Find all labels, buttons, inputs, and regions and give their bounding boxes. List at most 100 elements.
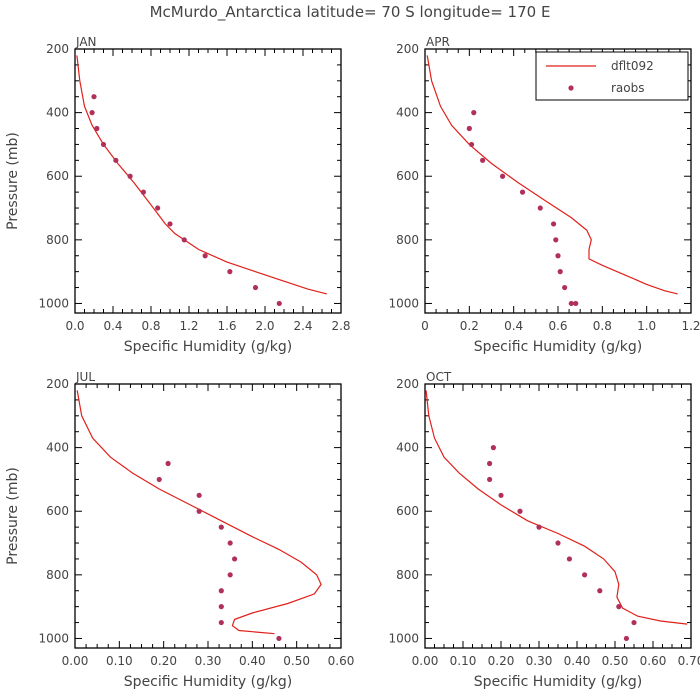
x-tick-label: 0.4 — [103, 319, 122, 333]
y-tick-label: 800 — [396, 233, 419, 247]
chart-panel-jan: JAN 0.0 0.4 0.8 1.2 1.6 2.0 2.4 2.8 200 400 600 800 1… — [5, 35, 351, 355]
data-point-raobs — [100, 141, 107, 148]
data-point-raobs — [218, 619, 224, 626]
series-line-dflt092 — [426, 55, 678, 295]
x-tick-label: 0.30 — [526, 654, 553, 668]
y-tick-label: 400 — [46, 106, 69, 120]
data-point-raobs — [202, 253, 208, 259]
x-tick-label: 0.10 — [106, 654, 133, 668]
x-tick-label: 0.00 — [412, 654, 439, 668]
y-tick-label: 200 — [396, 377, 419, 391]
data-point-raobs — [468, 141, 475, 148]
x-axis-title: Specific Humidity (g/kg) — [474, 339, 642, 355]
data-point-raobs — [557, 269, 563, 275]
data-point-raobs — [113, 157, 119, 163]
data-point-raobs — [499, 173, 506, 179]
data-point-raobs — [631, 619, 637, 626]
data-point-raobs — [536, 524, 542, 530]
data-point-raobs — [232, 556, 238, 562]
y-tick-label: 200 — [46, 42, 69, 56]
plot-frame — [74, 48, 342, 314]
y-tick-label: 800 — [46, 568, 69, 582]
y-tick-label: 800 — [396, 568, 419, 582]
panel-label: JAN — [75, 35, 97, 49]
data-point-raobs — [537, 205, 543, 211]
series-line-dflt092 — [76, 390, 322, 635]
data-point-raobs — [480, 157, 486, 163]
data-point-raobs — [550, 221, 557, 227]
data-point-raobs — [91, 94, 97, 100]
y-tick-label: 600 — [396, 504, 419, 518]
x-tick-label: 1.6 — [217, 319, 236, 333]
y-tick-label: 400 — [396, 441, 419, 455]
y-tick-label: 400 — [396, 106, 419, 120]
y-tick-label: 600 — [46, 169, 69, 183]
data-point-raobs — [155, 205, 161, 211]
data-point-raobs — [165, 460, 171, 467]
data-point-raobs — [555, 253, 561, 259]
y-axis-title: Pressure (mb) — [5, 467, 21, 565]
x-tick-label: 0.8 — [593, 319, 612, 333]
x-tick-label: 0 — [421, 319, 429, 333]
y-tick-label: 1000 — [38, 631, 69, 645]
x-tick-label: 0.60 — [640, 654, 667, 668]
x-tick-label: 1.2 — [179, 319, 198, 333]
x-tick-label: 0.20 — [488, 654, 515, 668]
x-axis-title: Specific Humidity (g/kg) — [124, 674, 292, 690]
y-tick-label: 600 — [46, 504, 69, 518]
data-point-raobs — [127, 173, 133, 179]
y-tick-label: 800 — [46, 233, 69, 247]
series-line-dflt092 — [425, 390, 688, 625]
data-point-raobs — [573, 300, 579, 307]
x-tick-label: 0.50 — [283, 654, 310, 668]
legend: dflt092 raobs — [535, 51, 689, 101]
x-tick-label: 0.10 — [450, 654, 477, 668]
x-tick-label: 0.60 — [328, 654, 355, 668]
data-point-raobs — [555, 540, 561, 546]
chart-panel-apr: APR 0 0.2 0.4 0.6 0.8 1.0 1.2 200 400 600 800 1000 Sp… — [388, 35, 700, 355]
legend-label-dflt092: dflt092 — [611, 59, 654, 73]
data-point-raobs — [94, 125, 100, 132]
series-line-dflt092 — [76, 55, 327, 295]
y-tick-label: 1000 — [388, 631, 419, 645]
data-point-raobs — [566, 556, 573, 562]
data-point-raobs — [218, 604, 224, 610]
data-point-raobs — [519, 189, 526, 195]
data-point-raobs — [487, 460, 493, 467]
panel-label: APR — [426, 35, 450, 49]
data-point-raobs — [466, 125, 472, 132]
x-axis-title: Specific Humidity (g/kg) — [124, 339, 292, 355]
x-tick-label: 2.8 — [331, 319, 350, 333]
y-tick-label: 600 — [396, 169, 419, 183]
data-point-raobs — [276, 635, 282, 642]
data-point-raobs — [623, 635, 630, 642]
y-axis-title: Pressure (mb) — [5, 132, 21, 230]
x-tick-label: 0.30 — [195, 654, 222, 668]
data-point-raobs — [562, 284, 568, 291]
panel-label: JUL — [75, 370, 95, 384]
x-tick-label: 2.4 — [293, 319, 312, 333]
x-tick-label: 0.50 — [602, 654, 629, 668]
data-point-raobs — [140, 189, 146, 195]
data-point-raobs — [597, 588, 603, 594]
data-point-raobs — [616, 604, 622, 610]
x-axis-title: Specific Humidity (g/kg) — [474, 674, 642, 690]
data-point-raobs — [196, 508, 202, 514]
legend-marker-swatch — [568, 85, 574, 91]
plot-frame — [424, 383, 692, 649]
data-point-raobs — [227, 572, 233, 578]
x-tick-label: 2.0 — [255, 319, 274, 333]
x-tick-label: 0.40 — [564, 654, 591, 668]
panel-label: OCT — [426, 370, 452, 384]
x-tick-label: 0.6 — [548, 319, 567, 333]
data-point-raobs — [218, 524, 224, 530]
data-point-raobs — [167, 221, 173, 227]
data-point-raobs — [490, 445, 496, 451]
y-tick-label: 200 — [46, 377, 69, 391]
figure-title: McMurdo_Antarctica latitude= 70 S longit… — [150, 3, 551, 22]
x-tick-label: 0.2 — [460, 319, 479, 333]
data-point-raobs — [181, 237, 187, 243]
plot-frame — [74, 383, 342, 649]
legend-box — [535, 51, 689, 101]
